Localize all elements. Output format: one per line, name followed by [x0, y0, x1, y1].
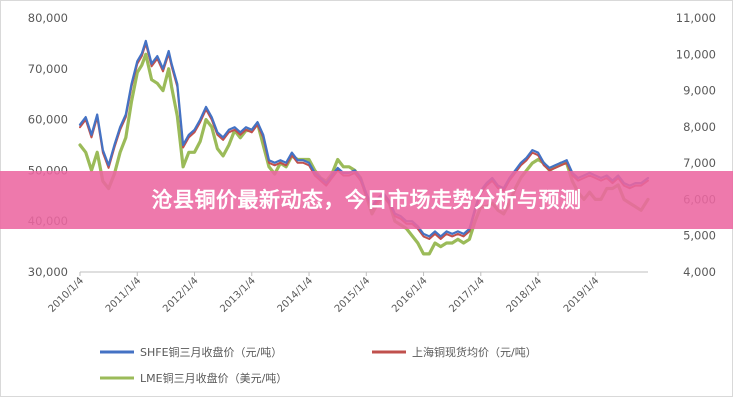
right-tick-label: 5,000 — [683, 229, 716, 243]
banner-title: 沧县铜价最新动态，今日市场走势分析与预测 — [151, 188, 582, 212]
legend: SHFE铜三月收盘价（元/吨） 上海铜现货均价（元/吨） LME铜三月收盘价（美元/… — [100, 345, 537, 385]
left-tick-label: 70,000 — [28, 62, 68, 76]
right-tick-label: 4,000 — [683, 265, 716, 279]
legend-label-0: SHFE铜三月收盘价（元/吨） — [140, 345, 282, 359]
right-tick-label: 7,000 — [683, 156, 716, 170]
left-tick-label: 30,000 — [28, 265, 68, 279]
right-tick-label: 9,000 — [683, 84, 716, 98]
title-banner: 沧县铜价最新动态，今日市场走势分析与预测 — [0, 171, 733, 229]
right-tick-label: 11,000 — [676, 11, 716, 25]
legend-label-2: LME铜三月收盘价（美元/吨） — [140, 371, 287, 385]
legend-label-1: 上海铜现货均价（元/吨） — [412, 345, 537, 359]
right-tick-label: 10,000 — [676, 47, 716, 61]
left-tick-label: 60,000 — [28, 113, 68, 127]
right-tick-label: 8,000 — [683, 120, 716, 134]
left-tick-label: 80,000 — [28, 11, 68, 25]
